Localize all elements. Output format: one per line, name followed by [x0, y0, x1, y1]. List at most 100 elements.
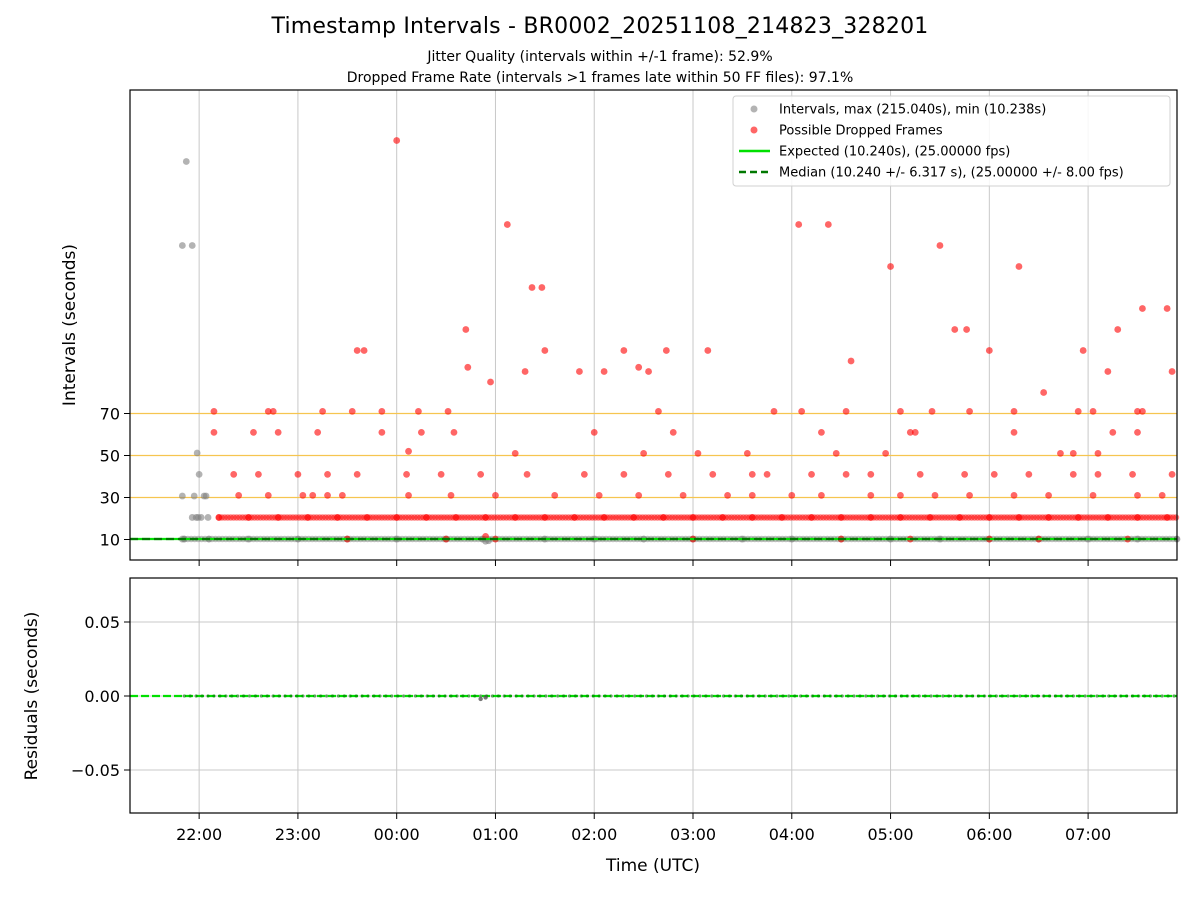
residual-point — [241, 694, 246, 698]
residual-point — [905, 694, 909, 698]
residual-point — [324, 694, 329, 698]
dropped-frame-point — [818, 429, 825, 436]
dropped-frame-point — [403, 471, 410, 478]
dropped-frame-point — [645, 368, 652, 375]
residual-point — [858, 694, 862, 698]
dropped-frame-point — [818, 492, 825, 499]
residual-point — [793, 694, 797, 698]
residual-point — [929, 694, 933, 698]
residual-point — [834, 694, 838, 698]
dropped-frame-point — [1172, 514, 1180, 521]
dropped-frame-point — [788, 492, 796, 499]
interval-point — [193, 449, 201, 457]
dropped-frame-point — [393, 137, 401, 144]
dropped-frame-point — [798, 408, 806, 415]
residual-point — [733, 694, 738, 698]
residual-point — [757, 694, 761, 698]
residual-point — [692, 694, 696, 698]
residual-point — [1053, 694, 1058, 698]
dropped-frame-point — [338, 492, 346, 499]
residual-point — [722, 694, 726, 698]
residual-point — [437, 694, 441, 698]
residual-point — [425, 694, 429, 698]
dropped-frame-point — [882, 450, 890, 457]
dropped-frame-point — [348, 408, 356, 415]
residual-point — [526, 694, 530, 698]
residual-point — [686, 694, 690, 698]
residual-point — [366, 694, 370, 698]
dropped-frame-point — [620, 471, 628, 478]
residual-point — [384, 694, 388, 698]
dropped-frame-point — [274, 429, 282, 436]
residual-point — [218, 694, 222, 698]
residual-point — [455, 694, 459, 698]
residual-point — [378, 694, 382, 698]
residual-point — [1077, 694, 1081, 698]
dropped-frame-point — [911, 429, 919, 436]
residual-point — [769, 694, 773, 698]
top-y-tick-label: 50 — [100, 447, 120, 466]
residual-point — [763, 694, 767, 698]
dropped-frame-point — [230, 471, 238, 478]
residual-point — [603, 694, 607, 698]
residual-point — [947, 694, 951, 698]
legend-label-intervals: Intervals, max (215.040s), min (10.238s) — [779, 103, 1046, 118]
residual-point — [483, 695, 488, 700]
residual-point — [633, 694, 637, 698]
dropped-frame-point — [447, 492, 455, 499]
bottom-x-ticks: 22:00 23:00 00:00 01:00 02:00 03:00 04:00 05:00… — [176, 813, 1111, 844]
residual-point — [1160, 694, 1164, 698]
residual-point — [461, 694, 465, 698]
top-y-tick-label: 30 — [100, 489, 120, 508]
dropped-frame-point — [694, 450, 702, 457]
residual-point — [556, 694, 560, 698]
dropped-frame-point — [269, 408, 277, 415]
dropped-frame-point — [824, 221, 832, 228]
dropped-frame-point — [580, 471, 588, 478]
residual-point — [911, 694, 915, 698]
residual-point — [953, 694, 957, 698]
residual-point — [348, 694, 352, 698]
top-y-tick-label: 10 — [100, 531, 120, 550]
top-y-ticks: 10 30 50 70 — [100, 405, 130, 550]
dropped-frame-point — [1089, 408, 1097, 415]
dropped-frame-point — [662, 347, 670, 354]
residual-point — [194, 694, 198, 698]
dropped-frame-point — [709, 471, 717, 478]
residual-point — [1065, 694, 1069, 698]
residual-point — [810, 694, 815, 698]
residual-point — [698, 694, 702, 698]
x-tick-label: 07:00 — [1065, 825, 1111, 844]
dropped-frame-point — [1079, 347, 1087, 354]
dropped-frame-point — [763, 471, 771, 478]
residual-point — [443, 694, 447, 698]
dropped-frame-point — [523, 471, 531, 478]
residual-point — [478, 696, 483, 702]
interval-point — [195, 471, 203, 478]
dropped-frame-point — [353, 347, 361, 354]
dropped-frame-point — [1094, 450, 1102, 457]
residual-point — [621, 694, 625, 698]
residual-point — [479, 694, 483, 698]
residual-point — [253, 694, 258, 698]
residual-point — [882, 694, 886, 698]
residual-point — [887, 694, 892, 698]
legend-label-expected: Expected (10.240s), (25.00000 fps) — [779, 145, 1010, 160]
residual-point — [976, 694, 981, 698]
residual-point — [449, 694, 453, 698]
residual-point — [615, 694, 619, 698]
interval-point — [182, 158, 190, 165]
residual-point — [567, 694, 572, 698]
dropped-frame-point — [795, 221, 803, 228]
dropped-frame-point — [1069, 450, 1077, 457]
residual-point — [864, 694, 868, 698]
residual-point — [265, 694, 269, 698]
dropped-frame-subtitle: Dropped Frame Rate (intervals >1 frames … — [346, 70, 854, 86]
legend-red-marker — [750, 126, 758, 134]
residual-point — [816, 694, 821, 698]
dropped-frame-point — [378, 408, 386, 415]
dropped-frame-point — [847, 357, 855, 365]
dropped-frame-point — [541, 347, 549, 354]
dropped-frame-point — [1010, 492, 1018, 499]
